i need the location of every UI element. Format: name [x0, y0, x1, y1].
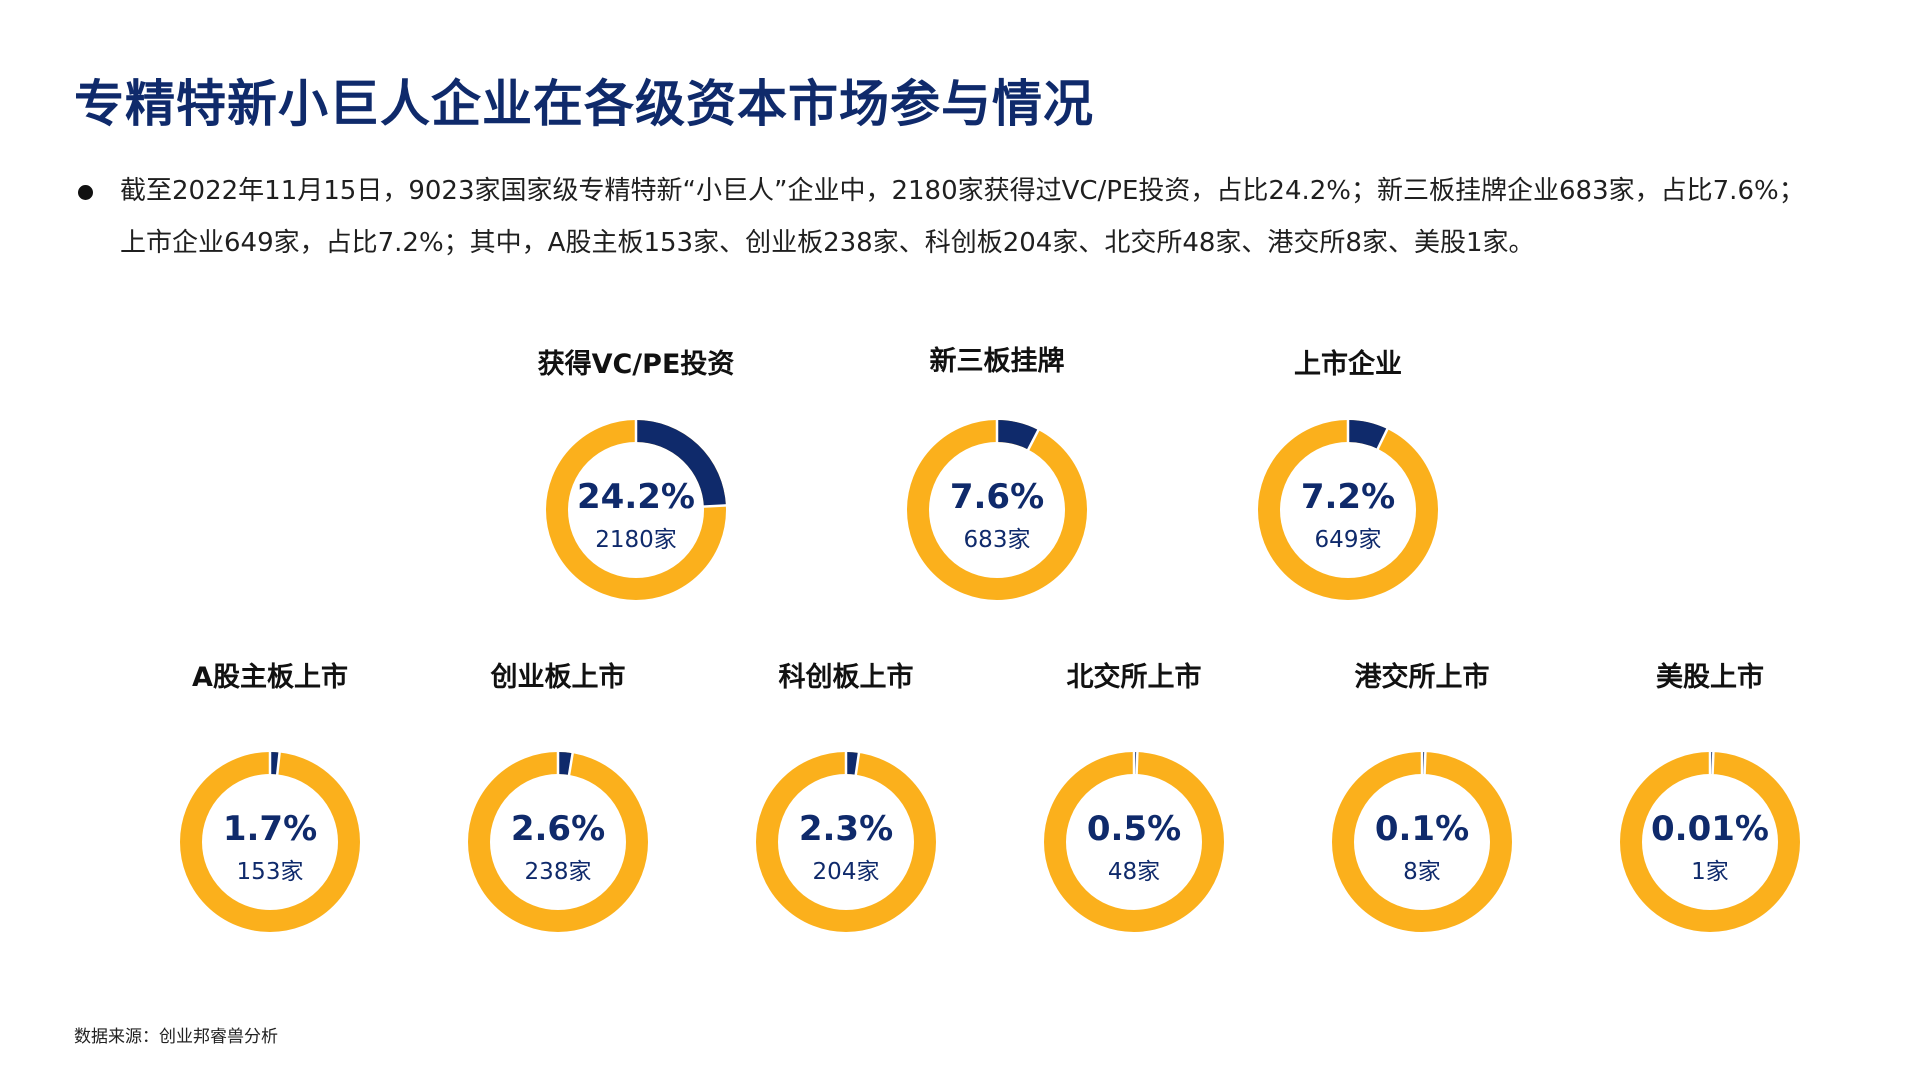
donut-segment-separator [854, 751, 861, 776]
donut-title: A股主板上市 [192, 661, 348, 693]
donut-value-arc [996, 420, 1039, 450]
donut-count-label: 2180家 [595, 527, 677, 553]
data-source-note: 数据来源：创业邦睿兽分析 [74, 1027, 278, 1047]
donut-title: 科创板上市 [779, 661, 914, 693]
donut-percent-label: 2.3% [799, 809, 893, 849]
donut-percent-label: 0.01% [1651, 809, 1769, 849]
donut-count-label: 8家 [1403, 859, 1441, 885]
donut-value-arc [557, 752, 573, 775]
donut-count-label: 1家 [1691, 859, 1729, 885]
bullet-dot-icon [78, 185, 93, 200]
donut-segment-separator [1376, 427, 1389, 451]
donut-segment-separator [567, 752, 575, 777]
donut-percent-label: 0.5% [1087, 809, 1181, 849]
summary-line-1: 截至2022年11月15日，9023家国家级专精特新“小巨人”企业中，2180家… [120, 176, 1805, 206]
donut-segment-separator [1423, 751, 1427, 776]
donut-count-label: 649家 [1315, 527, 1382, 553]
donut-segment-separator [1135, 751, 1139, 776]
summary-line-2: 上市企业649家，占比7.2%；其中，A股主板153家、创业板238家、科创板2… [120, 228, 1535, 258]
donut-title: 港交所上市 [1355, 661, 1490, 693]
donut-count-label: 204家 [813, 859, 880, 885]
donut-percent-label: 2.6% [511, 809, 605, 849]
donut-chart-5: 创业板上市 2.6% 238家 [468, 661, 648, 932]
donut-count-label: 238家 [525, 859, 592, 885]
page-title: 专精特新小巨人企业在各级资本市场参与情况 [74, 75, 1094, 133]
donut-title: 上市企业 [1294, 348, 1402, 380]
donut-title: 美股上市 [1656, 661, 1764, 693]
donut-segment-separator [275, 751, 281, 776]
donut-count-label: 683家 [964, 527, 1031, 553]
donut-title: 获得VC/PE投资 [538, 349, 735, 380]
donut-segment-separator [1711, 751, 1715, 776]
donut-chart-7: 北交所上市 0.5% 48家 [1044, 661, 1224, 932]
donut-count-label: 153家 [237, 859, 304, 885]
donut-segment-separator [702, 504, 727, 508]
donut-title: 北交所上市 [1067, 661, 1202, 693]
donut-percent-label: 7.2% [1301, 477, 1395, 517]
donut-percent-label: 1.7% [223, 809, 317, 849]
donut-percent-label: 7.6% [950, 477, 1044, 517]
donut-percent-label: 0.1% [1375, 809, 1469, 849]
donut-chart-9: 美股上市 0.01% 1家 [1620, 661, 1800, 932]
donut-chart-3: 上市企业 7.2% 649家 [1258, 348, 1438, 600]
donut-count-label: 48家 [1108, 859, 1160, 885]
donut-value-arc [845, 752, 859, 775]
donut-chart-1: 获得VC/PE投资 24.2% 2180家 [538, 349, 735, 600]
donut-chart-4: A股主板上市 1.7% 153家 [180, 661, 360, 932]
donut-value-arc [1347, 420, 1388, 450]
donut-chart-6: 科创板上市 2.3% 204家 [756, 661, 936, 932]
donut-segment-separator [1026, 428, 1040, 452]
donut-chart-8: 港交所上市 0.1% 8家 [1332, 661, 1512, 932]
donut-title: 新三板挂牌 [930, 345, 1065, 377]
donut-percent-label: 24.2% [577, 477, 695, 517]
donut-chart-2: 新三板挂牌 7.6% 683家 [907, 345, 1087, 600]
donut-value-arc [635, 420, 726, 507]
donut-title: 创业板上市 [490, 661, 626, 693]
